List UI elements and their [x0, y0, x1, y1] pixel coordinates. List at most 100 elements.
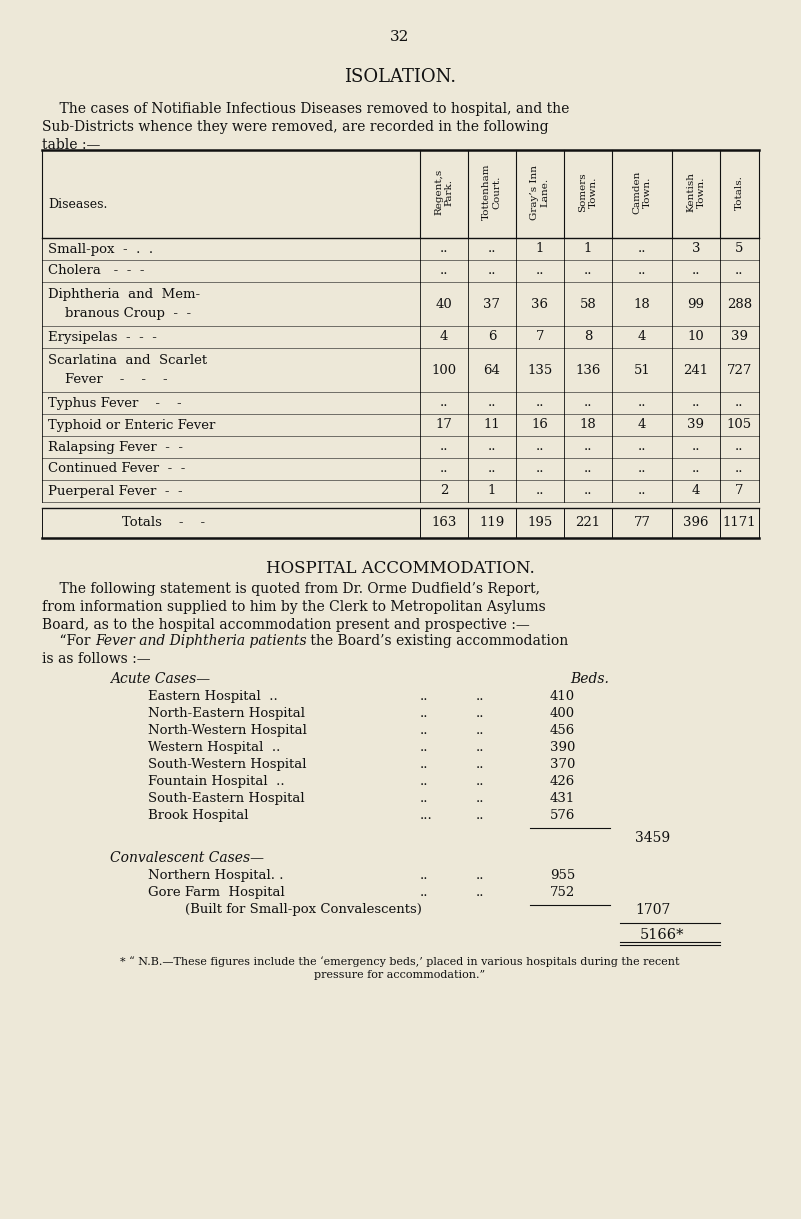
Text: ..: .. — [692, 440, 700, 453]
Text: ..: .. — [488, 396, 497, 410]
Text: 17: 17 — [436, 418, 453, 432]
Text: ..: .. — [488, 265, 497, 278]
Text: 1: 1 — [488, 484, 496, 497]
Text: ..: .. — [420, 886, 429, 898]
Text: ..: .. — [420, 792, 429, 805]
Text: 40: 40 — [436, 297, 453, 311]
Text: South-Eastern Hospital: South-Eastern Hospital — [148, 792, 304, 805]
Text: ..: .. — [638, 265, 646, 278]
Text: 136: 136 — [575, 363, 601, 377]
Text: ..: .. — [476, 809, 485, 822]
Text: * “ N.B.—These figures include the ‘emergency beds,’ placed in various hospitals: * “ N.B.—These figures include the ‘emer… — [120, 956, 680, 967]
Text: ..: .. — [440, 396, 449, 410]
Text: Fever    -    -    -: Fever - - - — [48, 373, 167, 386]
Text: The cases of Notifiable Infectious Diseases removed to hospital, and the: The cases of Notifiable Infectious Disea… — [42, 102, 570, 116]
Text: 4: 4 — [638, 418, 646, 432]
Text: ..: .. — [584, 484, 592, 497]
Text: Somers
Town.: Somers Town. — [578, 172, 598, 212]
Text: branous Croup  -  -: branous Croup - - — [48, 307, 191, 321]
Text: ..: .. — [420, 869, 429, 883]
Text: Tottenham
Court.: Tottenham Court. — [482, 165, 501, 221]
Text: 456: 456 — [550, 724, 575, 737]
Text: ..: .. — [735, 265, 744, 278]
Text: pressure for accommodation.”: pressure for accommodation.” — [315, 970, 485, 980]
Text: ..: .. — [638, 462, 646, 475]
Text: Typhus Fever    -    -: Typhus Fever - - — [48, 396, 182, 410]
Text: ..: .. — [735, 462, 744, 475]
Text: Board, as to the hospital accommodation present and prospective :—: Board, as to the hospital accommodation … — [42, 618, 529, 631]
Text: ..: .. — [638, 484, 646, 497]
Text: 51: 51 — [634, 363, 650, 377]
Text: 1171: 1171 — [723, 517, 756, 529]
Text: 4: 4 — [692, 484, 700, 497]
Text: 100: 100 — [432, 363, 457, 377]
Text: Fever and Diphtheria patients: Fever and Diphtheria patients — [95, 634, 307, 649]
Text: Fountain Hospital  ..: Fountain Hospital .. — [148, 775, 284, 787]
Text: Puerperal Fever  -  -: Puerperal Fever - - — [48, 484, 183, 497]
Text: 1: 1 — [584, 243, 592, 256]
Text: Sub-Districts whence they were removed, are recorded in the following: Sub-Districts whence they were removed, … — [42, 119, 549, 134]
Text: 77: 77 — [634, 517, 650, 529]
Text: 3459: 3459 — [635, 831, 670, 845]
Text: Western Hospital  ..: Western Hospital .. — [148, 741, 280, 755]
Text: 390: 390 — [550, 741, 575, 755]
Text: 370: 370 — [550, 758, 575, 770]
Text: ..: .. — [476, 741, 485, 755]
Text: 6: 6 — [488, 330, 497, 344]
Text: Convalescent Cases—: Convalescent Cases— — [110, 851, 264, 865]
Text: 135: 135 — [527, 363, 553, 377]
Text: the Board’s existing accommodation: the Board’s existing accommodation — [307, 634, 569, 649]
Text: 727: 727 — [727, 363, 752, 377]
Text: ..: .. — [584, 265, 592, 278]
Text: 431: 431 — [550, 792, 575, 805]
Text: ..: .. — [638, 396, 646, 410]
Text: 195: 195 — [527, 517, 553, 529]
Text: ..: .. — [420, 724, 429, 737]
Text: 8: 8 — [584, 330, 592, 344]
Text: ..: .. — [584, 396, 592, 410]
Text: ..: .. — [420, 707, 429, 720]
Text: 105: 105 — [727, 418, 752, 432]
Text: Regent,s
Park.: Regent,s Park. — [434, 169, 453, 216]
Text: ..: .. — [638, 243, 646, 256]
Text: North-Eastern Hospital: North-Eastern Hospital — [148, 707, 305, 720]
Text: 32: 32 — [390, 30, 409, 44]
Text: Acute Cases—: Acute Cases— — [110, 672, 210, 686]
Text: ..: .. — [536, 440, 544, 453]
Text: ..: .. — [584, 462, 592, 475]
Text: 39: 39 — [731, 330, 748, 344]
Text: 5: 5 — [735, 243, 743, 256]
Text: Diphtheria  and  Mem-: Diphtheria and Mem- — [48, 288, 200, 301]
Text: Ralapsing Fever  -  -: Ralapsing Fever - - — [48, 440, 183, 453]
Text: 10: 10 — [687, 330, 704, 344]
Text: 955: 955 — [550, 869, 575, 883]
Text: Northern Hospital. .: Northern Hospital. . — [148, 869, 284, 883]
Text: 64: 64 — [484, 363, 501, 377]
Text: ..: .. — [488, 243, 497, 256]
Text: 426: 426 — [550, 775, 575, 787]
Text: 1: 1 — [536, 243, 544, 256]
Text: ..: .. — [476, 869, 485, 883]
Text: ..: .. — [692, 462, 700, 475]
Text: ..: .. — [440, 440, 449, 453]
Text: 3: 3 — [692, 243, 700, 256]
Text: 7: 7 — [536, 330, 544, 344]
Text: ..: .. — [476, 707, 485, 720]
Text: ..: .. — [440, 243, 449, 256]
Text: Eastern Hospital  ..: Eastern Hospital .. — [148, 690, 278, 703]
Text: from information supplied to him by the Clerk to Metropolitan Asylums: from information supplied to him by the … — [42, 600, 545, 614]
Text: 221: 221 — [575, 517, 601, 529]
Text: ..: .. — [476, 690, 485, 703]
Text: ..: .. — [584, 440, 592, 453]
Text: 163: 163 — [431, 517, 457, 529]
Text: 1707: 1707 — [635, 903, 670, 917]
Text: 7: 7 — [735, 484, 744, 497]
Text: Totals.: Totals. — [735, 174, 744, 210]
Text: Small-pox  -  .  .: Small-pox - . . — [48, 243, 153, 256]
Text: ..: .. — [420, 741, 429, 755]
Text: Totals    -    -: Totals - - — [122, 517, 205, 529]
Text: ..: .. — [476, 758, 485, 770]
Text: ..: .. — [476, 775, 485, 787]
Text: Cholera   -  -  -: Cholera - - - — [48, 265, 144, 278]
Text: ..: .. — [476, 724, 485, 737]
